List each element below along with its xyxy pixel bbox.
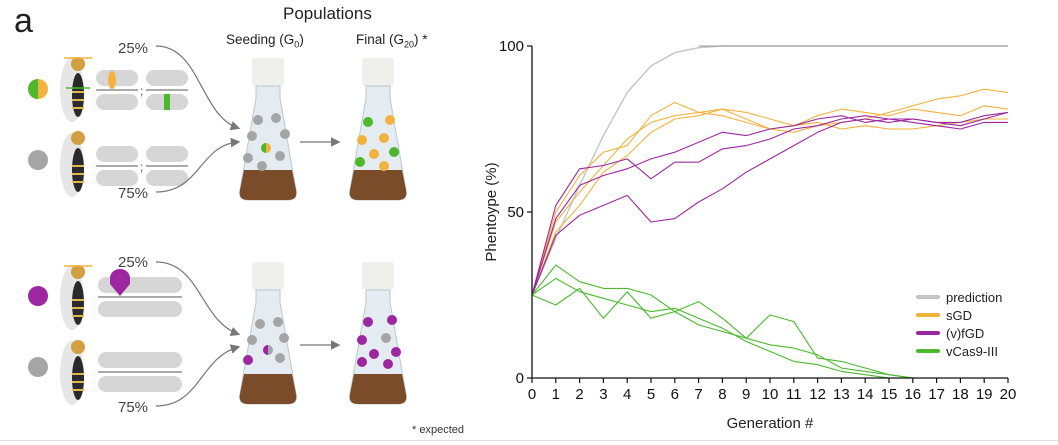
seeding-header: Seeding (G0) — [226, 32, 304, 50]
x-tick-label-0: 0 — [528, 386, 536, 403]
x-tick-label-9: 9 — [742, 386, 750, 403]
bottle-final-top — [349, 58, 407, 201]
chromosome-pair-fgd — [98, 269, 182, 317]
population-illustration: ; ; — [28, 45, 407, 407]
final-header: Final (G20) * — [356, 32, 428, 50]
x-tick-label-20: 20 — [1000, 386, 1017, 403]
arrow-75-top — [155, 137, 241, 193]
x-tick-label-5: 5 — [647, 386, 655, 403]
x-tick-label-8: 8 — [718, 386, 726, 403]
x-tick-label-4: 4 — [623, 386, 631, 403]
x-tick-label-11: 11 — [786, 386, 802, 403]
y-tick-label-50: 50 — [507, 204, 524, 221]
bottle-seeding-top — [239, 58, 297, 201]
sgd-genotype-circle — [28, 79, 48, 99]
series-line-vCas9-8 — [531, 277, 1008, 379]
x-tick-label-10: 10 — [762, 386, 779, 403]
arrow-25-bottom — [155, 261, 241, 337]
pct-75-bottom: 75% — [118, 399, 149, 416]
series-line-sGD-3 — [531, 105, 1009, 296]
fly-icon-wildtype-top — [60, 131, 85, 197]
populations-title: Populations — [283, 4, 372, 23]
wildtype-circle-bottom — [28, 357, 48, 377]
x-tick-label-14: 14 — [857, 386, 874, 403]
legend-label-fGD: (v)fGD — [946, 326, 984, 341]
fly-icon-wildtype-bottom — [60, 340, 85, 405]
x-tick-label-7: 7 — [694, 386, 702, 403]
bottle-final-bottom — [349, 262, 407, 405]
x-tick-label-13: 13 — [833, 386, 850, 403]
wildtype-circle-top — [28, 150, 48, 170]
pct-75-top: 75% — [118, 185, 149, 202]
x-tick-label-2: 2 — [575, 386, 583, 403]
x-tick-label-12: 12 — [809, 386, 826, 403]
x-tick-label-17: 17 — [928, 386, 945, 403]
fly-icon-sgd — [60, 57, 92, 122]
bottle-seeding-bottom — [239, 262, 297, 405]
svg-text:;: ; — [140, 84, 143, 98]
series-line-fGD-5 — [531, 115, 1008, 296]
series-line-sGD-1 — [531, 88, 1009, 296]
bottom-divider — [0, 440, 1058, 441]
series-line-fGD-6 — [531, 111, 1009, 296]
x-tick-label-1: 1 — [552, 386, 560, 403]
x-tick-label-19: 19 — [976, 386, 993, 403]
arrow-25-top — [155, 45, 241, 131]
chromosome-pair-wildtype-top: ; — [96, 146, 188, 186]
y-axis-label: Phentoype (%) — [483, 162, 500, 261]
pct-25-top: 25% — [118, 40, 149, 57]
x-tick-label-6: 6 — [671, 386, 679, 403]
legend-label-sGD: sGD — [946, 308, 972, 323]
y-tick-label-0: 0 — [516, 370, 524, 387]
fly-icon-fgd — [60, 265, 92, 330]
series-line-sGD-2 — [531, 111, 1008, 296]
chromosome-pair-wildtype-bottom — [98, 352, 182, 392]
series-line-vCas9-7 — [531, 264, 1008, 379]
pct-25-bottom: 25% — [118, 254, 149, 271]
x-tick-label-15: 15 — [881, 386, 898, 403]
chromosome-pair-sgd: ; — [96, 70, 188, 110]
series-line-fGD-4 — [531, 111, 1009, 296]
legend-label-prediction: prediction — [946, 290, 1002, 305]
x-tick-label-16: 16 — [904, 386, 921, 403]
x-tick-label-3: 3 — [599, 386, 607, 403]
series-line-prediction-0 — [531, 45, 1008, 296]
arrow-75-bottom — [155, 344, 241, 407]
y-tick-label-100: 100 — [499, 38, 524, 55]
panel-letter: a — [14, 2, 33, 40]
fgd-genotype-circle — [28, 286, 48, 306]
expected-footnote: * expected — [412, 424, 464, 436]
legend-label-vCas9: vCas9-III — [946, 344, 998, 359]
svg-text:;: ; — [140, 160, 143, 174]
x-tick-label-18: 18 — [952, 386, 969, 403]
x-axis-label: Generation # — [727, 415, 814, 432]
